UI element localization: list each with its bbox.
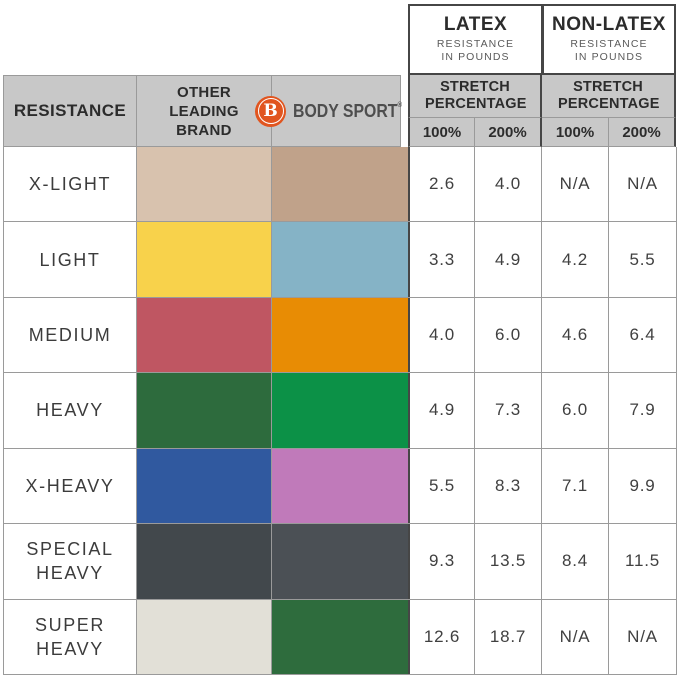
table-row: SUPER HEAVY 12.6 18.7 N/A N/A xyxy=(4,599,677,675)
resistance-value-cell: 6.0 xyxy=(542,373,609,448)
resistance-value-cell: 2.6 xyxy=(408,147,475,222)
bodysport-color-swatch xyxy=(272,373,408,448)
other-brand-color-swatch xyxy=(137,524,272,599)
resistance-value-cell: 7.1 xyxy=(542,448,609,524)
trademark-symbol: ® xyxy=(397,101,403,109)
resistance-value-cell: N/A xyxy=(609,599,677,674)
resistance-value-cell: 18.7 xyxy=(475,599,542,674)
resistance-level-label: SPECIAL HEAVY xyxy=(4,524,137,599)
table-row: LIGHT 3.3 4.9 4.2 5.5 xyxy=(4,222,677,298)
resistance-value-cell: 4.6 xyxy=(542,297,609,373)
other-brand-color-swatch xyxy=(137,222,272,297)
bodysport-color-swatch xyxy=(272,524,408,599)
resistance-level-label: X-HEAVY xyxy=(4,448,137,524)
table-row: X-LIGHT 2.6 4.0 N/A N/A xyxy=(4,147,677,223)
resistance-column-header: RESISTANCE xyxy=(3,75,137,147)
latex-100-header: 100% xyxy=(408,118,475,147)
resistance-value-cell: 5.5 xyxy=(408,448,475,524)
non-latex-header-box: NON-LATEX RESISTANCE IN POUNDS xyxy=(542,4,676,75)
resistance-level-label: MEDIUM xyxy=(4,297,137,373)
latex-subtitle: RESISTANCE IN POUNDS xyxy=(436,38,515,63)
other-brand-color-swatch xyxy=(137,448,272,524)
resistance-level-label: HEAVY xyxy=(4,373,137,448)
resistance-value-cell: 4.9 xyxy=(408,373,475,448)
resistance-value-cell: 6.4 xyxy=(609,297,677,373)
non-latex-title: NON-LATEX xyxy=(552,14,666,35)
resistance-value-cell: 12.6 xyxy=(408,599,475,674)
resistance-value-cell: 4.0 xyxy=(475,147,542,222)
resistance-value-cell: 8.3 xyxy=(475,448,542,524)
non-latex-stretch-header: STRETCH PERCENTAGE xyxy=(542,75,676,118)
logo-ring xyxy=(257,98,284,124)
non-latex-100-header: 100% xyxy=(542,118,609,147)
resistance-value-cell: 5.5 xyxy=(609,222,677,297)
brand-name: BODY SPORT® xyxy=(293,100,403,121)
latex-title: LATEX xyxy=(443,14,508,35)
other-brand-column-header: OTHER LEADING BRAND xyxy=(137,75,272,147)
resistance-value-cell: 6.0 xyxy=(475,297,542,373)
resistance-value-cell: 7.9 xyxy=(609,373,677,448)
other-brand-color-swatch xyxy=(137,147,272,222)
logo-letter: B xyxy=(263,101,278,121)
resistance-value-cell: N/A xyxy=(542,599,609,674)
bodysport-column-header: B BODY SPORT® xyxy=(255,75,402,147)
table-body: X-LIGHT 2.6 4.0 N/A N/A LIGHT 3.3 4.9 4.2 5.5 MEDI… xyxy=(3,147,677,675)
resistance-value-cell: 9.9 xyxy=(609,448,677,524)
resistance-value-cell: 7.3 xyxy=(475,373,542,448)
non-latex-subtitle: RESISTANCE IN POUNDS xyxy=(570,38,648,63)
other-brand-color-swatch xyxy=(137,599,272,674)
resistance-level-label: LIGHT xyxy=(4,222,137,297)
bodysport-color-swatch xyxy=(272,222,408,297)
resistance-value-cell: 4.9 xyxy=(475,222,542,297)
table-row: HEAVY 4.9 7.3 6.0 7.9 xyxy=(4,373,677,449)
bodysport-color-swatch xyxy=(272,448,408,524)
bodysport-color-swatch xyxy=(272,147,408,222)
bodysport-logo-icon: B xyxy=(255,95,287,127)
latex-header-box: LATEX RESISTANCE IN POUNDS xyxy=(408,4,542,75)
resistance-value-cell: 4.0 xyxy=(408,297,475,373)
resistance-value-cell: 11.5 xyxy=(609,524,677,599)
resistance-value-cell: N/A xyxy=(542,147,609,222)
resistance-level-label: X-LIGHT xyxy=(4,147,137,222)
non-latex-200-header: 200% xyxy=(609,118,676,147)
table-row: X-HEAVY 5.5 8.3 7.1 9.9 xyxy=(4,448,677,525)
resistance-value-cell: N/A xyxy=(609,147,677,222)
bodysport-color-swatch xyxy=(272,599,408,674)
resistance-value-cell: 8.4 xyxy=(542,524,609,599)
bodysport-logo: B BODY SPORT® xyxy=(255,95,417,127)
resistance-value-cell: 13.5 xyxy=(475,524,542,599)
resistance-value-cell: 9.3 xyxy=(408,524,475,599)
table-row: SPECIAL HEAVY 9.3 13.5 8.4 11.5 xyxy=(4,524,677,600)
other-brand-color-swatch xyxy=(137,373,272,448)
latex-200-header: 200% xyxy=(475,118,542,147)
resistance-value-cell: 3.3 xyxy=(408,222,475,297)
latex-stretch-header: STRETCH PERCENTAGE xyxy=(408,75,542,118)
resistance-value-cell: 4.2 xyxy=(542,222,609,297)
other-brand-color-swatch xyxy=(137,297,272,373)
resistance-level-label: SUPER HEAVY xyxy=(4,599,137,674)
bodysport-color-swatch xyxy=(272,297,408,373)
table-row: MEDIUM 4.0 6.0 4.6 6.4 xyxy=(4,297,677,374)
